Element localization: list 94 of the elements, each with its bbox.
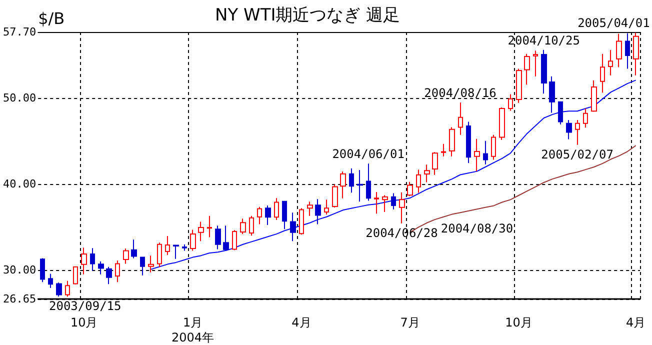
candlestick (65, 280, 70, 298)
candlestick (131, 238, 137, 259)
candlestick (583, 108, 588, 128)
candlestick (424, 164, 430, 183)
candlestick (90, 248, 95, 272)
chart-title: NY WTI期近つなぎ 週足 (215, 6, 400, 26)
candlestick (458, 102, 463, 136)
candlestick (240, 218, 246, 235)
candlestick (123, 248, 129, 264)
x-tick-label: 7月 (400, 316, 420, 330)
candlestick (349, 168, 354, 194)
candlestick (499, 107, 505, 140)
annotation: 2004/08/30 (440, 221, 514, 236)
annotation: 2004/10/25 (508, 33, 580, 48)
candlestick (56, 282, 62, 298)
candlestick (483, 140, 488, 165)
candlestick (558, 101, 563, 125)
candlestick (633, 32, 639, 76)
candlestick (265, 205, 271, 226)
candlestick (416, 169, 421, 194)
candlestick (282, 200, 287, 230)
x-tick-label: 4月 (292, 316, 312, 330)
candlestick (399, 192, 405, 224)
annotation: 2004/06/28 (366, 226, 438, 240)
line-series (150, 80, 636, 270)
candlestick (232, 230, 237, 251)
candlestick (215, 225, 221, 250)
candlestick (508, 94, 513, 112)
candlestick (332, 184, 338, 208)
candlestick (274, 198, 279, 221)
candlestick (608, 50, 613, 76)
y-axis-title: $/B (38, 9, 65, 28)
x-tick-label: 10月 (70, 316, 98, 330)
y-tick-label: 50.00 (2, 92, 36, 105)
y-tick-label: 57.70 (2, 26, 36, 38)
candlestick (449, 126, 455, 157)
candlestick (441, 143, 446, 157)
candlestick (382, 194, 388, 212)
candlestick (432, 152, 438, 176)
candlestick (374, 191, 379, 214)
candlestick (307, 201, 313, 216)
candlestick (625, 32, 630, 70)
candlestick (391, 192, 396, 210)
candlestick (357, 170, 363, 202)
candlestick (466, 121, 471, 164)
candlestick (48, 273, 53, 288)
candlestick (516, 68, 522, 104)
candlestick (324, 199, 329, 216)
candlestick (407, 181, 413, 197)
candlestick (315, 198, 321, 225)
annotation: 2004/08/16 (424, 86, 496, 100)
candlestick (257, 206, 262, 225)
y-tick-label: 26.65 (2, 292, 36, 306)
y-tick-label: 40.00 (2, 178, 36, 191)
candlestick (140, 256, 145, 276)
candlestick (182, 244, 187, 252)
candlestick (566, 120, 572, 140)
candlestick (299, 208, 304, 236)
candlestick (474, 138, 480, 172)
candlestick (148, 255, 154, 273)
candlestick (533, 50, 538, 77)
candlestick (249, 215, 254, 236)
candlestick (198, 221, 204, 242)
annotation: 2005/02/07 (541, 147, 614, 162)
candlestick (173, 244, 179, 260)
text: 2005/04/01 (578, 16, 650, 30)
candlestick (340, 171, 346, 199)
candlestick (223, 225, 229, 252)
candlestick (600, 53, 605, 94)
x-tick-label: 1月 2004年 (171, 316, 214, 344)
x-tick-label: 4月 (626, 316, 646, 330)
candlestick (106, 266, 112, 285)
candlestick (491, 134, 496, 160)
candlestick (366, 163, 371, 202)
candlestick (73, 266, 78, 285)
annotation: 2004/06/01 (332, 147, 404, 162)
y-tick-label: 30.00 (2, 264, 36, 277)
candlestick (115, 260, 120, 283)
candlestick (290, 212, 296, 242)
candlestick (549, 76, 555, 114)
candlestick (591, 80, 597, 112)
candlestick (165, 235, 170, 256)
candlestick (616, 33, 622, 68)
candlestick (98, 260, 104, 275)
candlestick (575, 120, 580, 146)
x-tick-label: 10月 (505, 316, 532, 330)
text: 2003/09/15 (49, 299, 122, 314)
candlestick (157, 242, 162, 268)
candlestick (81, 247, 87, 275)
candlestick (190, 229, 196, 252)
candlestick (541, 49, 547, 94)
candlestick (40, 258, 45, 283)
candlestick (207, 215, 212, 238)
candlestick (524, 53, 530, 86)
